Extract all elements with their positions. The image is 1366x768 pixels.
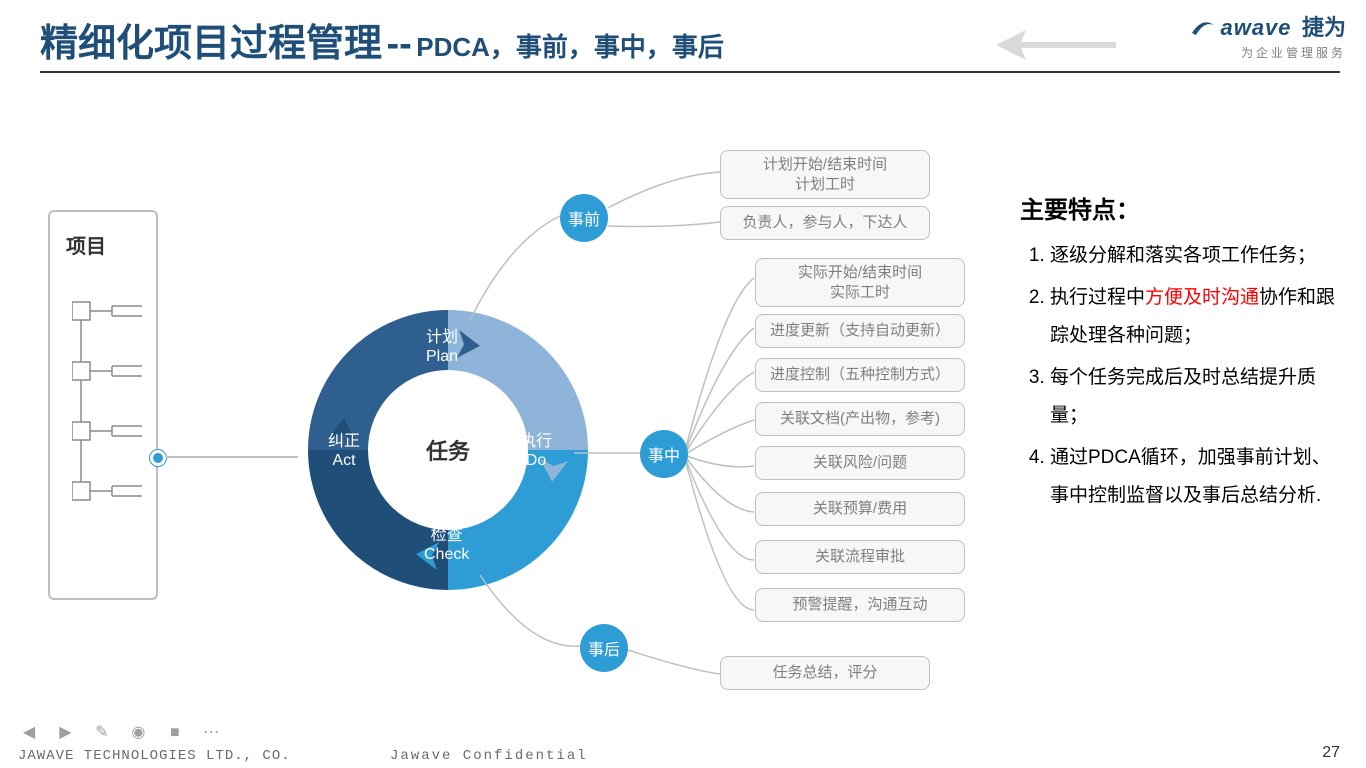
logo-tagline: 为企业管理服务 (1190, 44, 1346, 61)
title-separator: -- (386, 23, 411, 66)
logo-swoosh-icon (1190, 15, 1216, 37)
project-box: 项目 (48, 210, 158, 600)
pdca-act-label: 纠正Act (328, 432, 360, 470)
presenter-toolbar[interactable]: ◀ ▶ ✎ ◉ ■ ⋯ (18, 722, 232, 746)
pill-during-6: 关联流程审批 (755, 540, 965, 574)
slide-header: 精细化项目过程管理 -- PDCA，事前，事中，事后 awave 捷为 为企业管… (0, 0, 1366, 72)
phase-before: 事前 (560, 194, 608, 242)
pill-during-7: 预警提醒，沟通互动 (755, 588, 965, 622)
project-tree-icon (72, 292, 152, 552)
pill-before-1: 负责人，参与人，下达人 (720, 206, 930, 240)
feature-item-1: 逐级分解和落实各项工作任务； (1050, 237, 1340, 275)
focus-icon[interactable]: ◉ (127, 722, 149, 744)
feature-item-3: 每个任务完成后及时总结提升质量； (1050, 359, 1340, 435)
pill-during-0: 实际开始/结束时间 实际工时 (755, 258, 965, 307)
features-title: 主要特点： (1020, 190, 1340, 225)
pen-icon[interactable]: ✎ (91, 722, 113, 744)
footer-confidential: Jawave Confidential (390, 748, 588, 764)
phase-after: 事后 (580, 624, 628, 672)
footer-company: JAWAVE TECHNOLOGIES LTD., CO. (18, 748, 291, 764)
features-panel: 主要特点： 逐级分解和落实各项工作任务； 执行过程中方便及时沟通协作和跟踪处理各… (1020, 190, 1340, 519)
logo-cn: 捷为 (1302, 15, 1346, 40)
pill-during-4: 关联风险/问题 (755, 446, 965, 480)
logo: awave 捷为 为企业管理服务 (1190, 10, 1346, 61)
pdca-plan-label: 计划Plan (426, 328, 458, 366)
slide-footer: ◀ ▶ ✎ ◉ ■ ⋯ JAWAVE TECHNOLOGIES LTD., CO… (0, 724, 1366, 768)
project-connector-dot (150, 450, 166, 466)
pill-after-0: 任务总结，评分 (720, 656, 930, 690)
camera-icon[interactable]: ■ (164, 724, 186, 746)
pill-during-3: 关联文档(产出物，参考) (755, 402, 965, 436)
pdca-cycle: 任务 计划Plan 执行Do 检查Check 纠正Act (298, 300, 598, 600)
header-underline (40, 70, 1340, 74)
phase-during: 事中 (640, 430, 688, 478)
prev-icon[interactable]: ◀ (18, 722, 40, 744)
line-pdca-to-during (574, 448, 644, 458)
header-decor-arrow (996, 30, 1116, 60)
pill-before-0: 计划开始/结束时间 计划工时 (720, 150, 930, 199)
project-label: 项目 (50, 212, 156, 267)
next-icon[interactable]: ▶ (54, 722, 76, 744)
page-number: 27 (1322, 744, 1340, 762)
pill-during-1: 进度更新（支持自动更新） (755, 314, 965, 348)
logo-brand: awave (1220, 15, 1291, 40)
pdca-check-label: 检查Check (424, 526, 469, 564)
title-sub: PDCA，事前，事中，事后 (416, 27, 724, 64)
pill-during-2: 进度控制（五种控制方式） (755, 358, 965, 392)
pdca-do-label: 执行Do (520, 432, 552, 470)
feature-item-2: 执行过程中方便及时沟通协作和跟踪处理各种问题； (1050, 279, 1340, 355)
title-main: 精细化项目过程管理 (40, 12, 382, 67)
more-icon[interactable]: ⋯ (200, 722, 222, 744)
line-project-to-pdca (166, 456, 298, 458)
pdca-center: 任务 (388, 390, 508, 510)
pill-during-5: 关联预算/费用 (755, 492, 965, 526)
features-list: 逐级分解和落实各项工作任务； 执行过程中方便及时沟通协作和跟踪处理各种问题； 每… (1020, 237, 1340, 515)
feature-item-4: 通过PDCA循环，加强事前计划、事中控制监督以及事后总结分析. (1050, 439, 1340, 515)
